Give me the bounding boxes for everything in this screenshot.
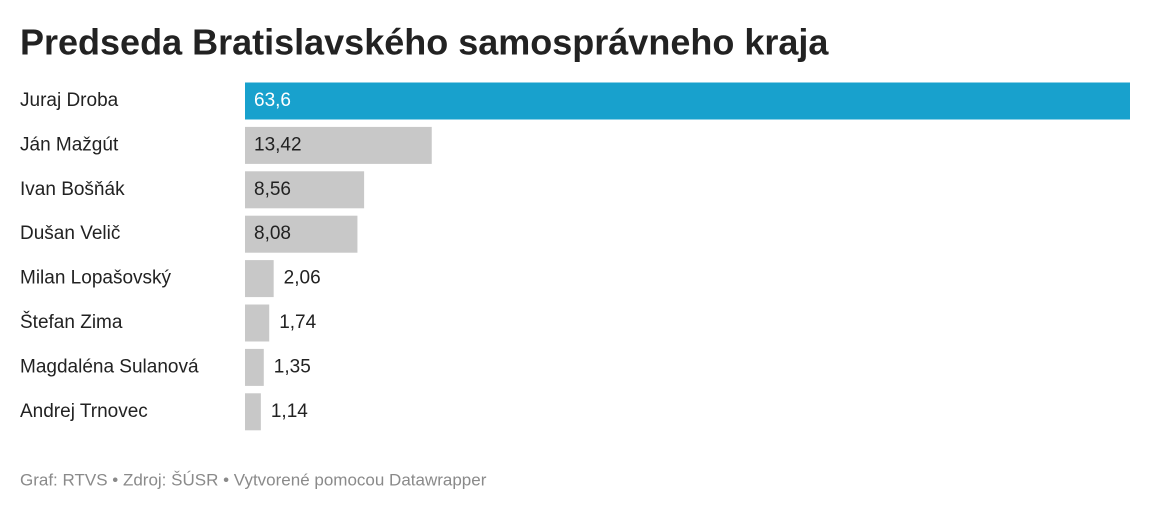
value-label: 1,74 bbox=[279, 312, 316, 333]
bar bbox=[245, 215, 358, 253]
bar bbox=[245, 171, 365, 209]
category-label: Andrej Trnovec bbox=[20, 401, 148, 422]
chart-title: Predseda Bratislavského samosprávneho kr… bbox=[20, 22, 829, 63]
chart-footer: Graf: RTVS • Zdroj: ŠÚSR • Vytvorené pom… bbox=[20, 470, 487, 489]
category-label: Ján Mažgút bbox=[20, 134, 119, 155]
category-label: Ivan Bošňák bbox=[20, 179, 125, 200]
category-label: Milan Lopašovský bbox=[20, 268, 172, 289]
value-label: 8,56 bbox=[254, 179, 291, 200]
category-label: Magdaléna Sulanová bbox=[20, 356, 199, 377]
bar bbox=[245, 260, 274, 298]
value-label: 2,06 bbox=[284, 268, 321, 289]
value-label: 1,14 bbox=[271, 401, 308, 422]
bar bbox=[245, 348, 264, 386]
category-label: Juraj Droba bbox=[20, 90, 119, 111]
value-label: 13,42 bbox=[254, 134, 302, 155]
bar bbox=[245, 393, 261, 431]
bar bbox=[245, 304, 270, 342]
value-label: 8,08 bbox=[254, 223, 291, 244]
category-label: Štefan Zima bbox=[20, 311, 123, 333]
value-label: 1,35 bbox=[274, 356, 311, 377]
category-label: Dušan Velič bbox=[20, 223, 120, 244]
value-label: 63,6 bbox=[254, 90, 291, 111]
bar bbox=[245, 82, 1130, 120]
bar bbox=[245, 126, 432, 164]
